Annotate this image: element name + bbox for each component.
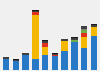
Bar [62, 41, 68, 51]
Bar [81, 30, 87, 33]
Bar [13, 60, 19, 61]
Bar [91, 24, 97, 25]
Bar [52, 54, 58, 55]
Bar [52, 55, 58, 56]
Bar [81, 33, 87, 37]
Bar [42, 40, 48, 41]
Bar [91, 36, 97, 70]
Bar [42, 47, 48, 55]
Bar [81, 29, 87, 30]
Bar [52, 53, 58, 54]
Bar [32, 10, 38, 11]
Bar [62, 39, 68, 41]
Bar [71, 37, 78, 38]
Bar [22, 53, 29, 55]
Bar [71, 40, 78, 42]
Bar [32, 11, 38, 12]
Bar [42, 43, 48, 47]
Bar [32, 59, 38, 70]
Bar [52, 56, 58, 70]
Bar [13, 61, 19, 70]
Bar [62, 51, 68, 70]
Bar [42, 55, 48, 70]
Bar [42, 41, 48, 43]
Bar [81, 48, 87, 70]
Bar [71, 42, 78, 70]
Bar [32, 15, 38, 59]
Bar [3, 59, 9, 70]
Bar [81, 26, 87, 29]
Bar [81, 37, 87, 48]
Bar [32, 12, 38, 15]
Bar [22, 55, 29, 70]
Bar [71, 38, 78, 40]
Bar [91, 27, 97, 36]
Bar [3, 57, 9, 59]
Bar [91, 25, 97, 27]
Bar [13, 59, 19, 60]
